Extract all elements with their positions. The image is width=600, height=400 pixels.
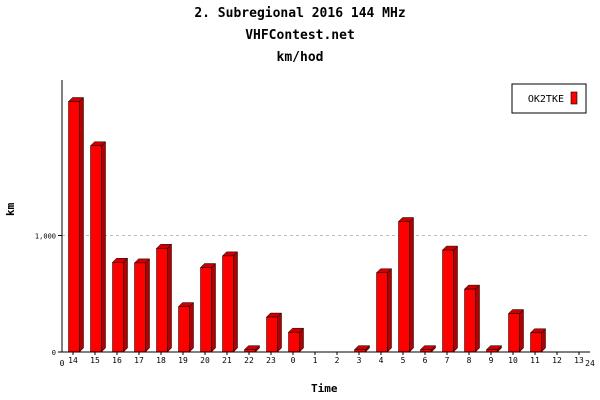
bar bbox=[288, 331, 300, 353]
bar bbox=[90, 145, 102, 353]
bar-side bbox=[453, 245, 458, 353]
bars-layer bbox=[67, 96, 547, 353]
bar-side bbox=[79, 96, 84, 353]
bar bbox=[442, 249, 454, 353]
bar bbox=[508, 313, 520, 353]
bar-side bbox=[145, 258, 150, 353]
x-tick-label: 2 bbox=[335, 356, 340, 365]
x-axis-title: Time bbox=[311, 382, 338, 395]
x-tick-label: 12 bbox=[552, 356, 562, 365]
bar-side bbox=[167, 243, 172, 353]
x-axis-start-label: 0 bbox=[60, 359, 65, 368]
bar-side bbox=[123, 257, 128, 353]
bar-side bbox=[475, 284, 480, 353]
x-tick-label: 20 bbox=[200, 356, 210, 365]
bar bbox=[134, 262, 146, 353]
bar bbox=[464, 288, 476, 353]
x-axis-end-label: 24 bbox=[585, 359, 595, 368]
x-tick-label: 18 bbox=[156, 356, 166, 365]
x-tick-label: 9 bbox=[489, 356, 494, 365]
y-tick-label: 1,000 bbox=[35, 233, 56, 241]
x-tick-label: 23 bbox=[266, 356, 276, 365]
bar-side bbox=[387, 268, 392, 353]
x-tick-label: 14 bbox=[68, 356, 78, 365]
bar-side bbox=[189, 301, 194, 353]
bar bbox=[266, 316, 278, 353]
x-tick-label: 10 bbox=[508, 356, 518, 365]
bar bbox=[222, 255, 234, 353]
bar bbox=[178, 306, 190, 353]
x-tick-label: 19 bbox=[178, 356, 188, 365]
legend-swatch bbox=[570, 91, 578, 105]
chart-subtitle: VHFContest.net bbox=[245, 28, 355, 43]
bar bbox=[112, 262, 124, 353]
bar bbox=[68, 101, 80, 353]
chart-unit: km/hod bbox=[276, 50, 324, 65]
x-tick-label: 5 bbox=[401, 356, 406, 365]
axis-layer bbox=[61, 80, 590, 353]
x-tick-label: 13 bbox=[574, 356, 584, 365]
x-tick-label: 7 bbox=[445, 356, 450, 365]
bar bbox=[200, 267, 212, 353]
bar-side bbox=[233, 251, 238, 353]
legend: OK2TKE bbox=[511, 83, 587, 114]
bar bbox=[398, 221, 410, 353]
x-tick-label: 0 bbox=[291, 356, 296, 365]
x-tick-label: 11 bbox=[530, 356, 540, 365]
x-tick-label: 16 bbox=[112, 356, 122, 365]
x-tick-label: 3 bbox=[357, 356, 362, 365]
x-tick-label: 15 bbox=[90, 356, 100, 365]
x-tick-label: 8 bbox=[467, 356, 472, 365]
x-tick-label: 6 bbox=[423, 356, 428, 365]
x-tick-label: 22 bbox=[244, 356, 254, 365]
bar bbox=[156, 248, 168, 353]
bar-side bbox=[211, 262, 216, 353]
legend-label-ok2tke: OK2TKE bbox=[528, 94, 564, 105]
y-tick-label: 0 bbox=[52, 349, 56, 357]
x-tick-label: 21 bbox=[222, 356, 232, 365]
x-tick-label: 17 bbox=[134, 356, 144, 365]
x-tick-label: 1 bbox=[313, 356, 318, 365]
bar-side bbox=[409, 216, 414, 353]
x-tick-label: 4 bbox=[379, 356, 384, 365]
chart-title: 2. Subregional 2016 144 MHz bbox=[194, 6, 406, 21]
bar-side bbox=[519, 308, 524, 353]
bar bbox=[530, 332, 542, 353]
bar-side bbox=[101, 141, 106, 353]
bar bbox=[376, 272, 388, 353]
bar-side bbox=[277, 312, 282, 353]
y-axis-title: km bbox=[4, 202, 17, 216]
